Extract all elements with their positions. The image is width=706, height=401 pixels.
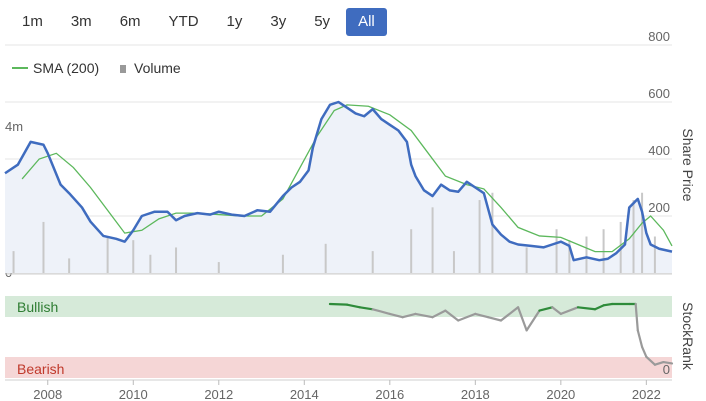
price-tick-label: 400 bbox=[648, 143, 670, 158]
range-selector: 1m 3m 6m YTD 1y 3y 5y All bbox=[10, 8, 391, 36]
stockrank-segment bbox=[602, 302, 614, 307]
stockrank-segment bbox=[538, 306, 554, 312]
stockrank-segment bbox=[634, 302, 639, 332]
stockrank-segment bbox=[444, 309, 460, 322]
stockrank-segment bbox=[487, 316, 503, 322]
stockrank-tick-label: 0 bbox=[663, 362, 670, 377]
volume-legend-label: Volume bbox=[134, 60, 181, 76]
x-tick-label: 2012 bbox=[204, 387, 233, 401]
range-button-ytd[interactable]: YTD bbox=[168, 13, 199, 30]
stockrank-segment bbox=[328, 302, 349, 306]
stockrank-segment bbox=[640, 345, 648, 358]
stockrank-segment bbox=[474, 312, 490, 319]
volume-bar bbox=[371, 251, 374, 273]
volume-bar bbox=[653, 236, 656, 273]
bearish-label: Bearish bbox=[17, 361, 64, 377]
range-button-1y[interactable]: 1y bbox=[226, 13, 243, 30]
volume-bar bbox=[491, 192, 494, 273]
sma-legend-label: SMA (200) bbox=[33, 60, 99, 76]
volume-bar bbox=[641, 192, 644, 273]
stockrank-segment bbox=[388, 312, 404, 319]
x-tick-label: 2020 bbox=[546, 387, 575, 401]
volume-bar bbox=[281, 254, 284, 273]
stockrank-segment bbox=[414, 312, 434, 319]
volume-bar bbox=[632, 200, 635, 273]
stockrank-segment bbox=[371, 308, 391, 315]
stockrank-segment bbox=[499, 306, 520, 322]
range-button-1m[interactable]: 1m bbox=[22, 13, 43, 30]
stockrank-segment bbox=[345, 303, 361, 309]
volume-bar bbox=[132, 240, 135, 273]
stockrank-segment bbox=[551, 306, 562, 315]
stockrank-segment bbox=[457, 312, 477, 322]
x-tick-label: 2018 bbox=[461, 387, 490, 401]
range-button-all[interactable]: All bbox=[346, 8, 387, 36]
x-tick-label: 2010 bbox=[119, 387, 148, 401]
price-tick-label: 200 bbox=[648, 200, 670, 215]
bearish-zone bbox=[5, 357, 672, 378]
volume-bar bbox=[568, 240, 571, 273]
volume-bar bbox=[42, 221, 45, 273]
volume-bar bbox=[324, 243, 327, 273]
volume-bar bbox=[106, 236, 109, 273]
volume-bar bbox=[525, 247, 528, 273]
volume-bar bbox=[555, 229, 558, 273]
volume-bar bbox=[175, 247, 178, 273]
volume-bar bbox=[68, 258, 71, 273]
volume-bar bbox=[431, 207, 434, 273]
range-button-5y[interactable]: 5y bbox=[314, 13, 331, 30]
volume-legend-swatch bbox=[120, 65, 126, 73]
stockrank-axis-title: StockRank bbox=[680, 302, 696, 371]
stockrank-segment bbox=[576, 306, 597, 311]
price-axis-title: Share Price bbox=[680, 128, 696, 201]
bullish-zone bbox=[5, 296, 672, 317]
range-button-3m[interactable]: 3m bbox=[70, 13, 92, 30]
volume-tick-label: 4m bbox=[5, 119, 23, 134]
volume-bar bbox=[452, 251, 455, 273]
price-tick-label: 800 bbox=[648, 29, 670, 44]
stockrank-segment bbox=[559, 306, 580, 315]
volume-bar bbox=[410, 229, 413, 273]
x-tick-label: 2016 bbox=[375, 387, 404, 401]
stockrank-segment bbox=[653, 360, 665, 366]
x-tick-label: 2008 bbox=[33, 387, 62, 401]
volume-bar bbox=[585, 236, 588, 273]
bullish-label: Bullish bbox=[17, 299, 58, 315]
range-button-6m[interactable]: 6m bbox=[119, 13, 141, 30]
stockrank-segment bbox=[525, 309, 541, 332]
volume-bar bbox=[217, 262, 220, 273]
stockrank-segment bbox=[593, 304, 605, 311]
sma-line bbox=[21, 104, 673, 253]
stockrank-segment bbox=[636, 329, 644, 348]
volume-bar bbox=[478, 200, 481, 273]
stockrank-segment bbox=[431, 309, 447, 319]
x-tick-label: 2022 bbox=[632, 387, 661, 401]
share-price-line bbox=[4, 100, 673, 262]
stockrank-segment bbox=[662, 360, 674, 365]
stockrank-segment bbox=[645, 355, 656, 366]
range-button-3y[interactable]: 3y bbox=[270, 13, 287, 30]
price-tick-label: 600 bbox=[648, 86, 670, 101]
price-area bbox=[5, 102, 672, 273]
stockrank-segment bbox=[516, 306, 528, 332]
stockrank-segment bbox=[401, 312, 417, 319]
volume-bar bbox=[149, 254, 152, 273]
x-tick-label: 2014 bbox=[290, 387, 319, 401]
volume-bar bbox=[12, 251, 15, 273]
stockrank-segment bbox=[358, 306, 374, 311]
